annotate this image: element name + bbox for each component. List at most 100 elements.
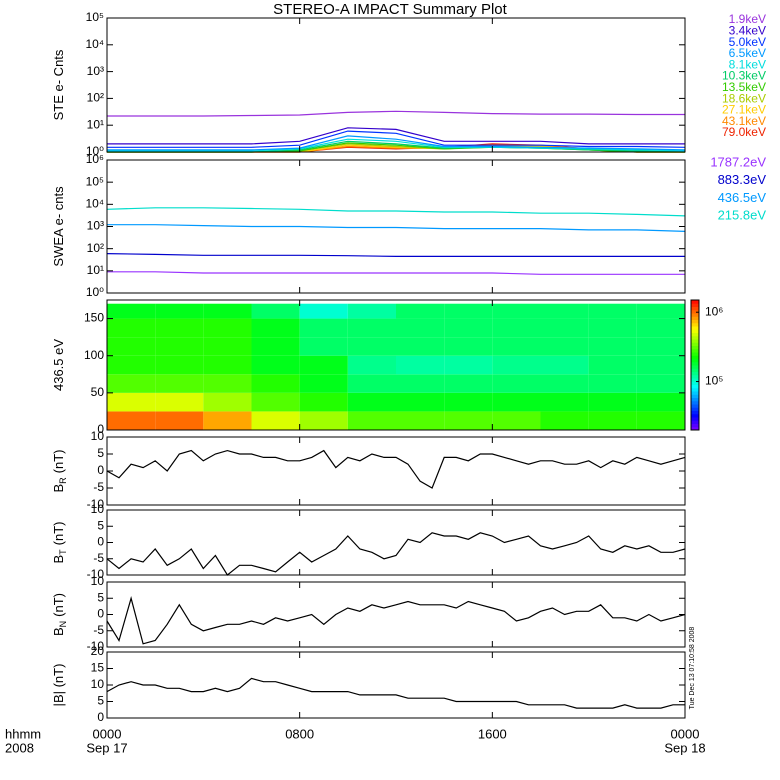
- y-label-subscript: T: [58, 549, 68, 555]
- heatmap-cell: [540, 337, 589, 356]
- heatmap-cell: [203, 337, 252, 356]
- heatmap-cell: [396, 303, 445, 319]
- heatmap-cell: [396, 318, 445, 338]
- colorbar-strip: [691, 400, 699, 405]
- colorbar-strip: [691, 410, 699, 415]
- heatmap-cell: [636, 318, 685, 338]
- x-tick-label: 0000: [671, 726, 700, 741]
- heatmap-cell: [636, 355, 685, 375]
- heatmap-cell: [299, 303, 348, 319]
- y-tick-label: 10⁶: [86, 152, 104, 166]
- heatmap-cell: [492, 303, 541, 319]
- y-tick-label: -10: [87, 497, 105, 511]
- end-date: Sep 18: [664, 740, 705, 755]
- heatmap-cell: [251, 355, 300, 375]
- y-tick-label: 10¹: [87, 117, 104, 131]
- heatmap-cell: [251, 303, 300, 319]
- heatmap-cell: [347, 374, 396, 393]
- y-tick-label: 0: [97, 535, 104, 549]
- colorbar-strip: [691, 342, 699, 346]
- timestamp: Tue Dec 13 07:10:58 2008: [689, 627, 696, 710]
- colorbar-strip: [691, 300, 699, 304]
- heatmap-cell: [251, 337, 300, 356]
- heatmap-cell: [444, 374, 493, 393]
- heatmap-cell: [203, 374, 252, 393]
- y-label-text: B: [51, 555, 66, 564]
- y-tick-label: 5: [97, 590, 104, 604]
- colorbar-tick-label: 10⁵: [705, 374, 723, 388]
- colorbar-strip: [691, 316, 699, 320]
- heatmap-cell: [107, 411, 156, 430]
- heatmap-cell: [636, 337, 685, 356]
- y-tick-label: 10: [91, 574, 105, 588]
- colorbar-strip: [691, 361, 699, 366]
- y-tick-label: 150: [84, 311, 104, 325]
- heatmap-cell: [588, 411, 637, 430]
- legend-label: 79.0keV: [722, 125, 766, 139]
- start-date: Sep 17: [86, 740, 127, 755]
- colorbar-strip: [691, 335, 699, 340]
- y-tick-label: 10²: [87, 91, 104, 105]
- heatmap-cell: [636, 374, 685, 393]
- y-tick-label: 20: [91, 644, 105, 658]
- colorbar-strip: [691, 394, 699, 398]
- heatmap-cell: [299, 392, 348, 412]
- x-tick-label: 1600: [478, 726, 507, 741]
- y-tick-label: -10: [87, 639, 105, 653]
- y-label-subscript: R: [58, 477, 68, 484]
- colorbar-strip: [691, 426, 699, 431]
- heatmap-cell: [203, 355, 252, 375]
- plot-title: STEREO-A IMPACT Summary Plot: [273, 1, 507, 18]
- heatmap-cell: [540, 392, 589, 412]
- legend-label: 1787.2eV: [710, 154, 766, 169]
- heatmap-cell: [155, 411, 204, 430]
- heatmap-cell: [396, 374, 445, 393]
- y-axis-label: 436.5 eV: [51, 339, 66, 391]
- y-tick-label: 100: [84, 348, 104, 362]
- heatmap-cell: [588, 374, 637, 393]
- heatmap-cell: [251, 374, 300, 393]
- colorbar-strip: [691, 345, 699, 350]
- series-line: [107, 138, 686, 152]
- y-tick-label: 10⁴: [85, 37, 104, 51]
- heatmap-cell: [155, 303, 204, 319]
- heatmap-cell: [540, 303, 589, 319]
- heatmap-cell: [444, 303, 493, 319]
- colorbar-strip: [691, 303, 699, 307]
- colorbar-strip: [691, 391, 699, 395]
- heatmap-cell: [588, 392, 637, 412]
- heatmap-cell: [155, 318, 204, 338]
- colorbar-strip: [691, 404, 699, 408]
- heatmap-cell: [107, 318, 156, 338]
- heatmap-cell: [155, 392, 204, 412]
- colorbar-strip: [691, 326, 699, 330]
- y-label-text: STE e- Cnts: [51, 49, 66, 120]
- y-tick-label: 10: [91, 677, 105, 691]
- y-tick-label: 10³: [87, 64, 104, 78]
- colorbar-strip: [691, 339, 699, 343]
- series-line: [107, 130, 686, 148]
- heatmap-cell: [203, 392, 252, 412]
- heatmap-cell: [396, 355, 445, 375]
- heatmap-cell: [107, 374, 156, 393]
- y-label-text: B: [51, 484, 66, 493]
- panel-frame: [106, 299, 686, 431]
- heatmap-cell: [492, 392, 541, 412]
- heatmap-cell: [588, 318, 637, 338]
- heatmap-cell: [347, 392, 396, 412]
- y-tick-label: 5: [97, 694, 104, 708]
- y-label-unit: (nT): [51, 521, 66, 545]
- colorbar-strip: [691, 348, 699, 353]
- heatmap-cell: [492, 318, 541, 338]
- colorbar-strip: [691, 309, 699, 314]
- y-tick-label: 15: [91, 661, 105, 675]
- y-tick-label: 10⁵: [86, 174, 104, 188]
- panel-frame: [106, 509, 686, 576]
- heatmap-cell: [540, 318, 589, 338]
- heatmap-cell: [636, 411, 685, 430]
- colorbar-strip: [691, 306, 699, 311]
- heatmap-cell: [588, 337, 637, 356]
- legend-label: 1.9keV: [729, 12, 766, 26]
- series-line: [106, 532, 686, 576]
